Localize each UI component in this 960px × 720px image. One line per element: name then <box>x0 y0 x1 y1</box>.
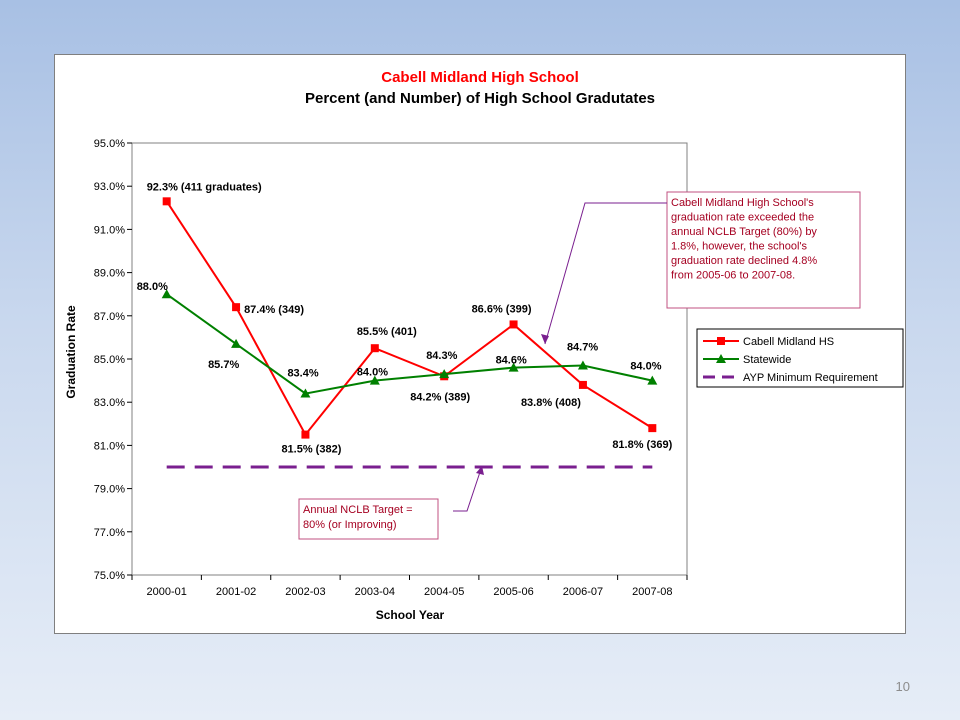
legend-label: Cabell Midland HS <box>743 336 834 348</box>
y-tick-label: 89.0% <box>94 268 125 280</box>
data-point <box>232 303 241 312</box>
data-label: 92.3% (411 graduates) <box>147 181 262 193</box>
annotation-arrowhead <box>541 334 549 344</box>
data-point <box>300 388 311 398</box>
annotation-text: Annual NCLB Target = <box>303 504 413 516</box>
y-tick-label: 85.0% <box>94 354 125 366</box>
y-tick-label: 83.0% <box>94 397 125 409</box>
data-label: 84.6% <box>496 355 527 367</box>
x-tick-label: 2006-07 <box>563 586 603 598</box>
x-tick-label: 2007-08 <box>632 586 672 598</box>
annotation-text: 1.8%, however, the school's <box>671 241 808 253</box>
data-label: 85.7% <box>208 359 239 371</box>
data-point <box>370 344 379 353</box>
data-point <box>508 362 519 372</box>
legend-label: Statewide <box>743 354 791 366</box>
data-label: 84.0% <box>357 367 388 379</box>
data-point <box>161 289 172 299</box>
data-point <box>509 320 518 329</box>
data-label: 84.7% <box>567 341 598 353</box>
x-axis-label: School Year <box>376 608 445 622</box>
data-label: 84.0% <box>630 361 661 373</box>
data-label: 83.8% (408) <box>521 397 581 409</box>
data-point <box>647 375 658 385</box>
annotation-text: annual NCLB Target (80%) by <box>671 226 817 238</box>
annotation-box <box>298 498 439 540</box>
y-tick-label: 93.0% <box>94 181 125 193</box>
y-tick-label: 79.0% <box>94 484 125 496</box>
annotation-arrow <box>453 465 483 512</box>
data-point <box>439 369 450 379</box>
x-tick-label: 2004-05 <box>424 586 464 598</box>
data-point <box>578 380 587 389</box>
data-point <box>369 375 380 385</box>
annotation-box <box>666 191 861 309</box>
data-point <box>577 360 588 370</box>
x-tick-label: 2002-03 <box>285 586 325 598</box>
chart-subtitle: Percent (and Number) of High School Grad… <box>305 90 655 107</box>
x-tick-label: 2000-01 <box>147 586 187 598</box>
annotation-text: 80% (or Improving) <box>303 519 397 531</box>
data-label: 84.3% <box>426 350 457 362</box>
annotation-arrow <box>544 202 667 345</box>
data-label: 84.2% (389) <box>410 391 470 403</box>
y-tick-label: 81.0% <box>94 440 125 452</box>
data-label: 85.5% (401) <box>357 326 417 338</box>
line-chart: 75.0% 77.0% 79.0% 81.0% 83.0% 85.0% 87.0% 89.0%… <box>64 69 904 622</box>
series-line-0 <box>165 200 653 437</box>
data-label: 81.8% (369) <box>612 439 672 451</box>
data-label: 83.4% <box>287 368 318 380</box>
y-axis-label: Graduation Rate <box>64 305 78 399</box>
chart-title: Cabell Midland High School <box>381 69 579 86</box>
page-number: 10 <box>895 679 910 694</box>
x-tick-label: 2001-02 <box>216 586 256 598</box>
y-tick-label: 77.0% <box>94 527 125 539</box>
x-tick-label: 2005-06 <box>493 586 533 598</box>
data-point <box>301 430 310 439</box>
annotation-text: Cabell Midland High School's <box>671 197 814 209</box>
data-point <box>162 197 171 206</box>
data-label: 88.0% <box>137 281 168 293</box>
x-tick-label: 2003-04 <box>355 586 395 598</box>
annotation-text: from 2005-06 to 2007-08. <box>671 270 795 282</box>
data-label: 86.6% (399) <box>472 303 532 315</box>
data-label: 87.4% (349) <box>244 304 304 316</box>
annotation-text: graduation rate exceeded the <box>671 212 814 224</box>
annotation-text: graduation rate declined 4.8% <box>671 255 817 267</box>
y-tick-label: 75.0% <box>94 570 125 582</box>
annotation-arrowhead <box>476 466 484 475</box>
chart-frame: 75.0% 77.0% 79.0% 81.0% 83.0% 85.0% 87.0% 89.0%… <box>54 54 906 634</box>
y-tick-label: 87.0% <box>94 311 125 323</box>
series-line-1 <box>166 293 653 395</box>
data-point <box>648 424 657 433</box>
data-point <box>231 338 242 348</box>
legend-label: AYP Minimum Requirement <box>743 372 878 384</box>
legend-marker <box>717 337 725 345</box>
data-label: 81.5% (382) <box>281 444 341 456</box>
legend-marker <box>716 354 726 363</box>
y-tick-label: 95.0% <box>94 138 125 150</box>
y-tick-label: 91.0% <box>94 224 125 236</box>
